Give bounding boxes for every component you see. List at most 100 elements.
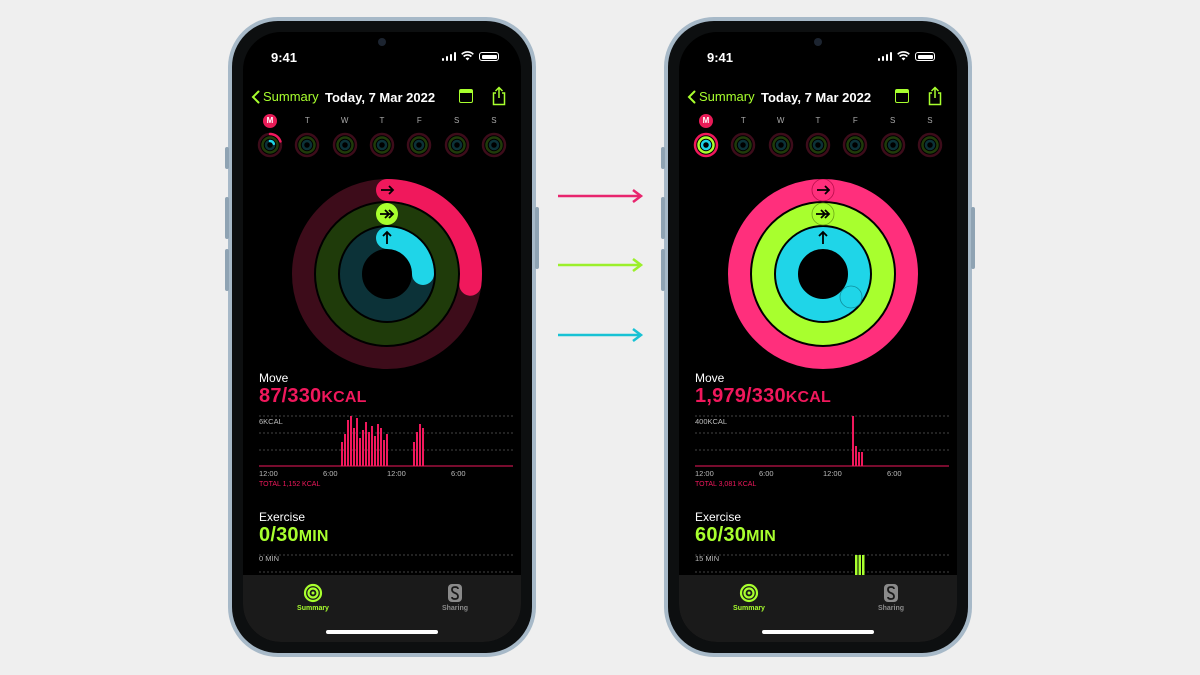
move-bars: [852, 416, 863, 466]
day-tue[interactable]: T: [728, 114, 758, 158]
day-thu[interactable]: T: [803, 114, 833, 158]
move-total: TOTAL 3,081 KCAL: [695, 481, 756, 488]
sharing-icon: [448, 584, 462, 602]
calendar-icon[interactable]: [895, 89, 909, 103]
exercise-value: 0/30MIN: [259, 524, 329, 547]
move-value-number: 87/330: [259, 385, 322, 407]
move-chart-svg: 6KCAL: [259, 415, 513, 488]
bar: [374, 436, 376, 466]
tab-summary[interactable]: Summary: [273, 583, 353, 612]
day-ring: [369, 132, 395, 158]
day-thu[interactable]: T: [367, 114, 397, 158]
day-letter: S: [453, 116, 460, 125]
bar: [419, 424, 421, 466]
summary-rings-icon: [303, 583, 323, 603]
day-letter: F: [852, 116, 858, 125]
day-sat[interactable]: S: [442, 114, 472, 158]
day-ring: [693, 132, 719, 158]
day-ring: [332, 132, 357, 158]
x-tick: 6:00: [887, 469, 902, 478]
summary-rings-icon: [739, 583, 759, 603]
tab-bar: Summary Sharing: [243, 575, 521, 642]
phone-left: 9:41 Summary Today, 7 Mar 2022 M: [225, 17, 539, 657]
day-wed[interactable]: W: [766, 114, 796, 158]
bar: [855, 555, 858, 579]
day-ring: [880, 132, 905, 158]
back-label: Summary: [263, 89, 319, 104]
day-mon[interactable]: M: [691, 114, 721, 158]
tab-sharing[interactable]: Sharing: [415, 583, 495, 612]
phone-bezel: 9:41 Summary Today, 7 Mar 2022 M: [668, 21, 968, 653]
activity-rings: [728, 179, 918, 369]
tab-sharing[interactable]: Sharing: [851, 583, 931, 612]
back-button[interactable]: Summary: [251, 89, 319, 104]
move-chart-svg: 400KCAL 12:00 6:00 12:00 6:00 TOTAL 3,08…: [695, 415, 949, 488]
day-tue[interactable]: T: [292, 114, 322, 158]
nav-bar: Summary Today, 7 Mar 2022: [243, 86, 521, 109]
move-unit: KCAL: [321, 389, 367, 406]
tab-sharing-label: Sharing: [441, 605, 469, 612]
week-strip: M T W T F S: [255, 114, 509, 158]
day-sun[interactable]: S: [479, 114, 509, 158]
share-icon[interactable]: [927, 86, 943, 106]
x-tick: 12:00: [259, 469, 278, 478]
arrow-exercise-icon: [558, 258, 644, 272]
tab-summary[interactable]: Summary: [709, 583, 789, 612]
day-letter: M: [263, 114, 277, 128]
exercise-axis-top: 0 MIN: [259, 554, 279, 563]
bar: [365, 422, 367, 466]
move-arrow-icon: [381, 185, 395, 195]
comparison-arrows: [558, 189, 644, 342]
week-strip: M T W T F S S: [691, 114, 945, 158]
bar: [341, 442, 343, 466]
home-indicator[interactable]: [762, 630, 874, 634]
home-indicator[interactable]: [326, 630, 438, 634]
nav-bar: Summary Today, 7 Mar 2022: [679, 86, 957, 109]
day-letter: M: [699, 114, 713, 128]
bar: [855, 446, 857, 466]
day-fri[interactable]: F: [404, 114, 434, 158]
move-arrow-icon: [817, 185, 831, 195]
bar: [380, 428, 382, 466]
chevron-left-icon: [251, 90, 260, 103]
status-icons: [441, 51, 499, 61]
activity-rings: [292, 179, 482, 369]
day-ring: [731, 132, 756, 158]
bar: [413, 442, 415, 466]
day-ring: [444, 132, 469, 158]
bar: [383, 440, 385, 466]
bar: [344, 434, 346, 466]
day-ring: [481, 132, 507, 158]
stand-arrow-icon: [818, 230, 828, 244]
day-wed[interactable]: W: [330, 114, 360, 158]
day-ring: [843, 132, 868, 158]
day-letter: W: [340, 116, 349, 125]
tab-bar: Summary Sharing: [679, 575, 957, 642]
back-button[interactable]: Summary: [687, 89, 755, 104]
exercise-arrow-icon: [380, 209, 395, 219]
day-mon[interactable]: M: [255, 114, 285, 158]
bar: [377, 424, 379, 466]
volume-up-button: [661, 197, 665, 239]
day-ring: [917, 132, 943, 158]
front-camera: [378, 38, 386, 46]
day-letter: W: [776, 116, 785, 125]
exercise-unit: MIN: [746, 528, 776, 545]
wifi-icon: [897, 51, 910, 61]
move-axis-top: 6KCAL: [259, 417, 283, 426]
day-ring: [257, 132, 283, 158]
day-sat[interactable]: S: [878, 114, 908, 158]
bar: [858, 555, 861, 579]
calendar-icon[interactable]: [459, 89, 473, 103]
bar: [861, 452, 863, 466]
status-icons: [877, 51, 935, 61]
day-letter: T: [740, 116, 746, 125]
day-sun[interactable]: S: [915, 114, 945, 158]
exercise-chart: 15 MIN: [695, 549, 949, 579]
stand-ring-cap: [839, 285, 863, 309]
day-fri[interactable]: F: [840, 114, 870, 158]
cellular-signal-icon: [441, 52, 456, 61]
move-ring-progress: [376, 179, 482, 296]
bar: [350, 416, 352, 466]
share-icon[interactable]: [491, 86, 507, 106]
